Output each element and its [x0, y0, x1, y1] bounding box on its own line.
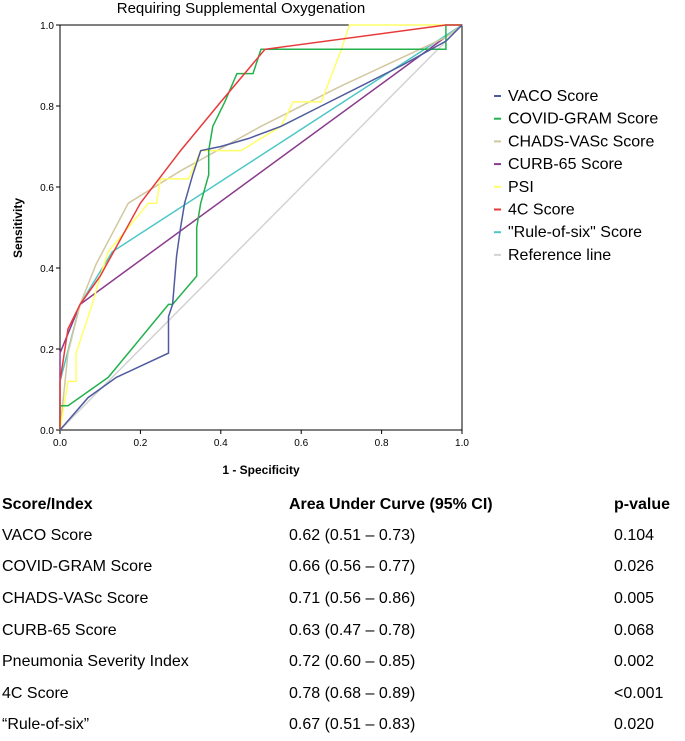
- cell-auc: 0.66 (0.56 – 0.77): [289, 558, 416, 576]
- header-score: Score/Index: [2, 496, 93, 513]
- cell-auc: 0.67 (0.51 – 0.83): [289, 716, 416, 734]
- legend-label: CURB-65 Score: [508, 156, 623, 173]
- table-row: VACO Score 0.62 (0.51 – 0.73) 0.104: [0, 520, 685, 552]
- cell-p-value: 0.020: [614, 716, 655, 734]
- y-tick-label: 0.4: [40, 264, 54, 275]
- cell-score: CURB-65 Score: [2, 621, 117, 639]
- plot-area: 0.0 0.2 0.4 0.6 0.8 1.0 0.0 0.2 0.4 0.6 0.8 1.0: [40, 21, 469, 449]
- cell-score: CHADS-VASc Score: [2, 589, 149, 607]
- table-row: CHADS-VASc Score 0.71 (0.56 – 0.86) 0.005: [0, 583, 685, 615]
- chart-title: Requiring Supplemental Oxygenation: [117, 0, 366, 17]
- table-row: 4C Score 0.78 (0.68 – 0.89) <0.001: [0, 678, 685, 710]
- legend-label: "Rule-of-six" Score: [508, 224, 642, 241]
- table-row: COVID-GRAM Score 0.66 (0.56 – 0.77) 0.026: [0, 552, 685, 584]
- y-tick-label: 0.6: [40, 183, 54, 194]
- legend-label: Reference line: [508, 247, 611, 264]
- cell-score: VACO Score: [2, 526, 93, 544]
- legend-label: VACO Score: [508, 88, 599, 105]
- series-line-psi: [59, 24, 462, 431]
- x-tick-label: 0.0: [53, 438, 67, 449]
- y-tick-label: 0.2: [40, 345, 54, 356]
- table-row: Pneumonia Severity Index 0.72 (0.60 – 0.8…: [0, 646, 685, 678]
- y-axis-label: Sensitivity: [11, 198, 25, 258]
- cell-score: “Rule-of-six”: [2, 716, 90, 734]
- cell-auc: 0.62 (0.51 – 0.73): [289, 526, 416, 544]
- legend-label: CHADS-VASc Score: [508, 133, 655, 150]
- series-line-covid-gram-score: [59, 24, 462, 430]
- cell-p-value: <0.001: [614, 684, 664, 702]
- x-tick-label: 0.6: [294, 438, 308, 449]
- x-tick-label: 0.4: [214, 438, 228, 449]
- results-table: Score/Index Area Under Curve (95% CI) p-…: [0, 490, 685, 741]
- roc-chart: Requiring Supplemental Oxygenation 0.0 0.…: [11, 0, 658, 477]
- series-line-vaco-score: [59, 24, 463, 431]
- cell-p-value: 0.104: [614, 526, 655, 544]
- cell-p-value: 0.002: [614, 653, 655, 671]
- cell-score: 4C Score: [2, 684, 69, 702]
- header-p-value: p-value: [614, 496, 671, 513]
- cell-auc: 0.63 (0.47 – 0.78): [289, 621, 416, 639]
- y-tick-label: 0.8: [40, 102, 54, 113]
- legend: VACO Score COVID-GRAM Score CHADS-VASc Sco…: [494, 88, 658, 264]
- series-line-4c-score: [59, 24, 462, 430]
- x-tick-label: 0.2: [133, 438, 147, 449]
- series-line-chads-vasc-score: [59, 24, 463, 431]
- y-tick-label: 1.0: [40, 21, 54, 32]
- cell-p-value: 0.068: [614, 621, 655, 639]
- y-tick-label: 0.0: [40, 426, 54, 437]
- cell-auc: 0.71 (0.56 – 0.86): [289, 589, 416, 607]
- cell-auc: 0.72 (0.60 – 0.85): [289, 653, 416, 671]
- cell-score: COVID-GRAM Score: [2, 558, 153, 576]
- plot-frame: [59, 24, 463, 431]
- legend-label: COVID-GRAM Score: [508, 111, 658, 128]
- table-body: VACO Score 0.62 (0.51 – 0.73) 0.104 COVID-G…: [0, 520, 685, 741]
- table-row: CURB-65 Score 0.63 (0.47 – 0.78) 0.068: [0, 615, 685, 647]
- table-header-row: Score/Index Area Under Curve (95% CI) p-…: [0, 490, 685, 520]
- legend-label: 4C Score: [508, 202, 575, 219]
- cell-p-value: 0.026: [614, 558, 655, 576]
- legend-label: PSI: [508, 179, 534, 196]
- x-tick-label: 0.8: [375, 438, 389, 449]
- cell-auc: 0.78 (0.68 – 0.89): [289, 684, 416, 702]
- cell-p-value: 0.005: [614, 589, 655, 607]
- series-line-reference-line: [59, 24, 463, 431]
- cell-score: Pneumonia Severity Index: [2, 653, 189, 671]
- table-row: “Rule-of-six” 0.67 (0.51 – 0.83) 0.020: [0, 710, 685, 741]
- x-tick-label: 1.0: [455, 438, 469, 449]
- header-auc: Area Under Curve (95% CI): [289, 496, 493, 513]
- x-axis-label: 1 - Specificity: [222, 463, 300, 477]
